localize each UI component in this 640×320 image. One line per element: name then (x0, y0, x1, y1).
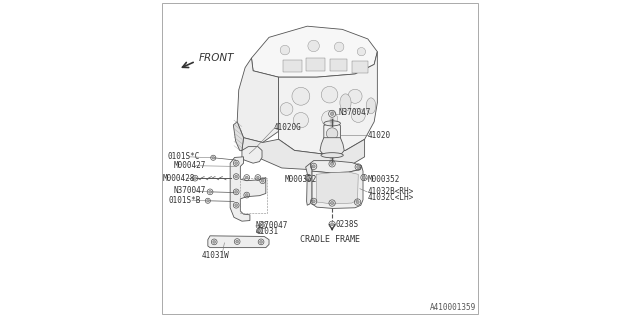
Polygon shape (252, 26, 378, 77)
Polygon shape (320, 138, 344, 155)
Circle shape (321, 86, 338, 103)
Text: CRADLE FRAME: CRADLE FRAME (300, 235, 360, 244)
Text: M000428: M000428 (163, 174, 195, 183)
Text: 0101S*C: 0101S*C (167, 152, 200, 161)
Circle shape (321, 111, 337, 126)
Circle shape (258, 229, 261, 232)
Circle shape (260, 240, 262, 243)
Ellipse shape (366, 98, 376, 114)
Circle shape (235, 190, 237, 193)
Circle shape (357, 48, 365, 56)
Text: M000352: M000352 (285, 175, 317, 184)
Circle shape (330, 201, 333, 204)
Circle shape (334, 42, 344, 52)
Circle shape (212, 240, 216, 243)
Circle shape (348, 89, 362, 103)
Circle shape (330, 223, 333, 226)
Text: 41020: 41020 (368, 131, 391, 140)
Polygon shape (310, 161, 362, 173)
Polygon shape (312, 166, 363, 208)
Text: N370047: N370047 (173, 187, 206, 196)
Ellipse shape (324, 121, 340, 126)
Circle shape (235, 162, 237, 164)
Text: N370047: N370047 (339, 108, 371, 117)
Polygon shape (278, 52, 378, 154)
Circle shape (362, 176, 365, 179)
Text: A410001359: A410001359 (430, 303, 476, 312)
Text: 0238S: 0238S (335, 220, 358, 229)
Circle shape (293, 113, 308, 128)
Polygon shape (316, 172, 358, 204)
Circle shape (212, 156, 214, 159)
Polygon shape (234, 122, 244, 150)
Circle shape (292, 87, 310, 105)
Circle shape (356, 200, 359, 204)
Polygon shape (306, 163, 312, 205)
Circle shape (194, 177, 196, 180)
Circle shape (326, 128, 338, 139)
Text: N370047: N370047 (255, 221, 288, 230)
Polygon shape (208, 236, 269, 248)
Bar (306, 58, 324, 71)
Circle shape (356, 165, 360, 169)
Circle shape (262, 224, 265, 227)
Bar (241, 178, 268, 212)
Text: 41031W: 41031W (202, 251, 230, 260)
Text: 41031: 41031 (255, 227, 279, 236)
Circle shape (245, 194, 248, 196)
Ellipse shape (321, 153, 343, 158)
Circle shape (308, 40, 319, 52)
Text: FRONT: FRONT (199, 53, 234, 63)
Circle shape (261, 179, 264, 182)
Text: 0101S*B: 0101S*B (168, 196, 201, 205)
Circle shape (280, 103, 293, 116)
Circle shape (235, 204, 237, 207)
Bar (330, 59, 347, 71)
Circle shape (280, 45, 290, 55)
Polygon shape (242, 147, 262, 163)
Bar (352, 61, 368, 73)
Polygon shape (324, 123, 340, 143)
Circle shape (312, 165, 316, 168)
Circle shape (330, 112, 334, 116)
Bar (284, 60, 303, 72)
Text: M000352: M000352 (368, 175, 400, 184)
Polygon shape (230, 157, 266, 221)
Circle shape (307, 176, 310, 179)
Circle shape (312, 200, 316, 203)
Polygon shape (242, 138, 365, 170)
Circle shape (330, 162, 333, 165)
Text: M000427: M000427 (173, 161, 206, 170)
Circle shape (236, 240, 239, 243)
Text: 41032B<RH>: 41032B<RH> (367, 188, 413, 196)
Polygon shape (237, 58, 278, 142)
Circle shape (351, 108, 365, 123)
Circle shape (245, 176, 248, 179)
Ellipse shape (340, 94, 351, 111)
Circle shape (257, 176, 259, 179)
Text: 41020G: 41020G (274, 123, 301, 132)
Circle shape (207, 199, 209, 202)
Text: 41032C<LH>: 41032C<LH> (367, 193, 413, 202)
Circle shape (235, 175, 237, 178)
Circle shape (209, 190, 211, 193)
